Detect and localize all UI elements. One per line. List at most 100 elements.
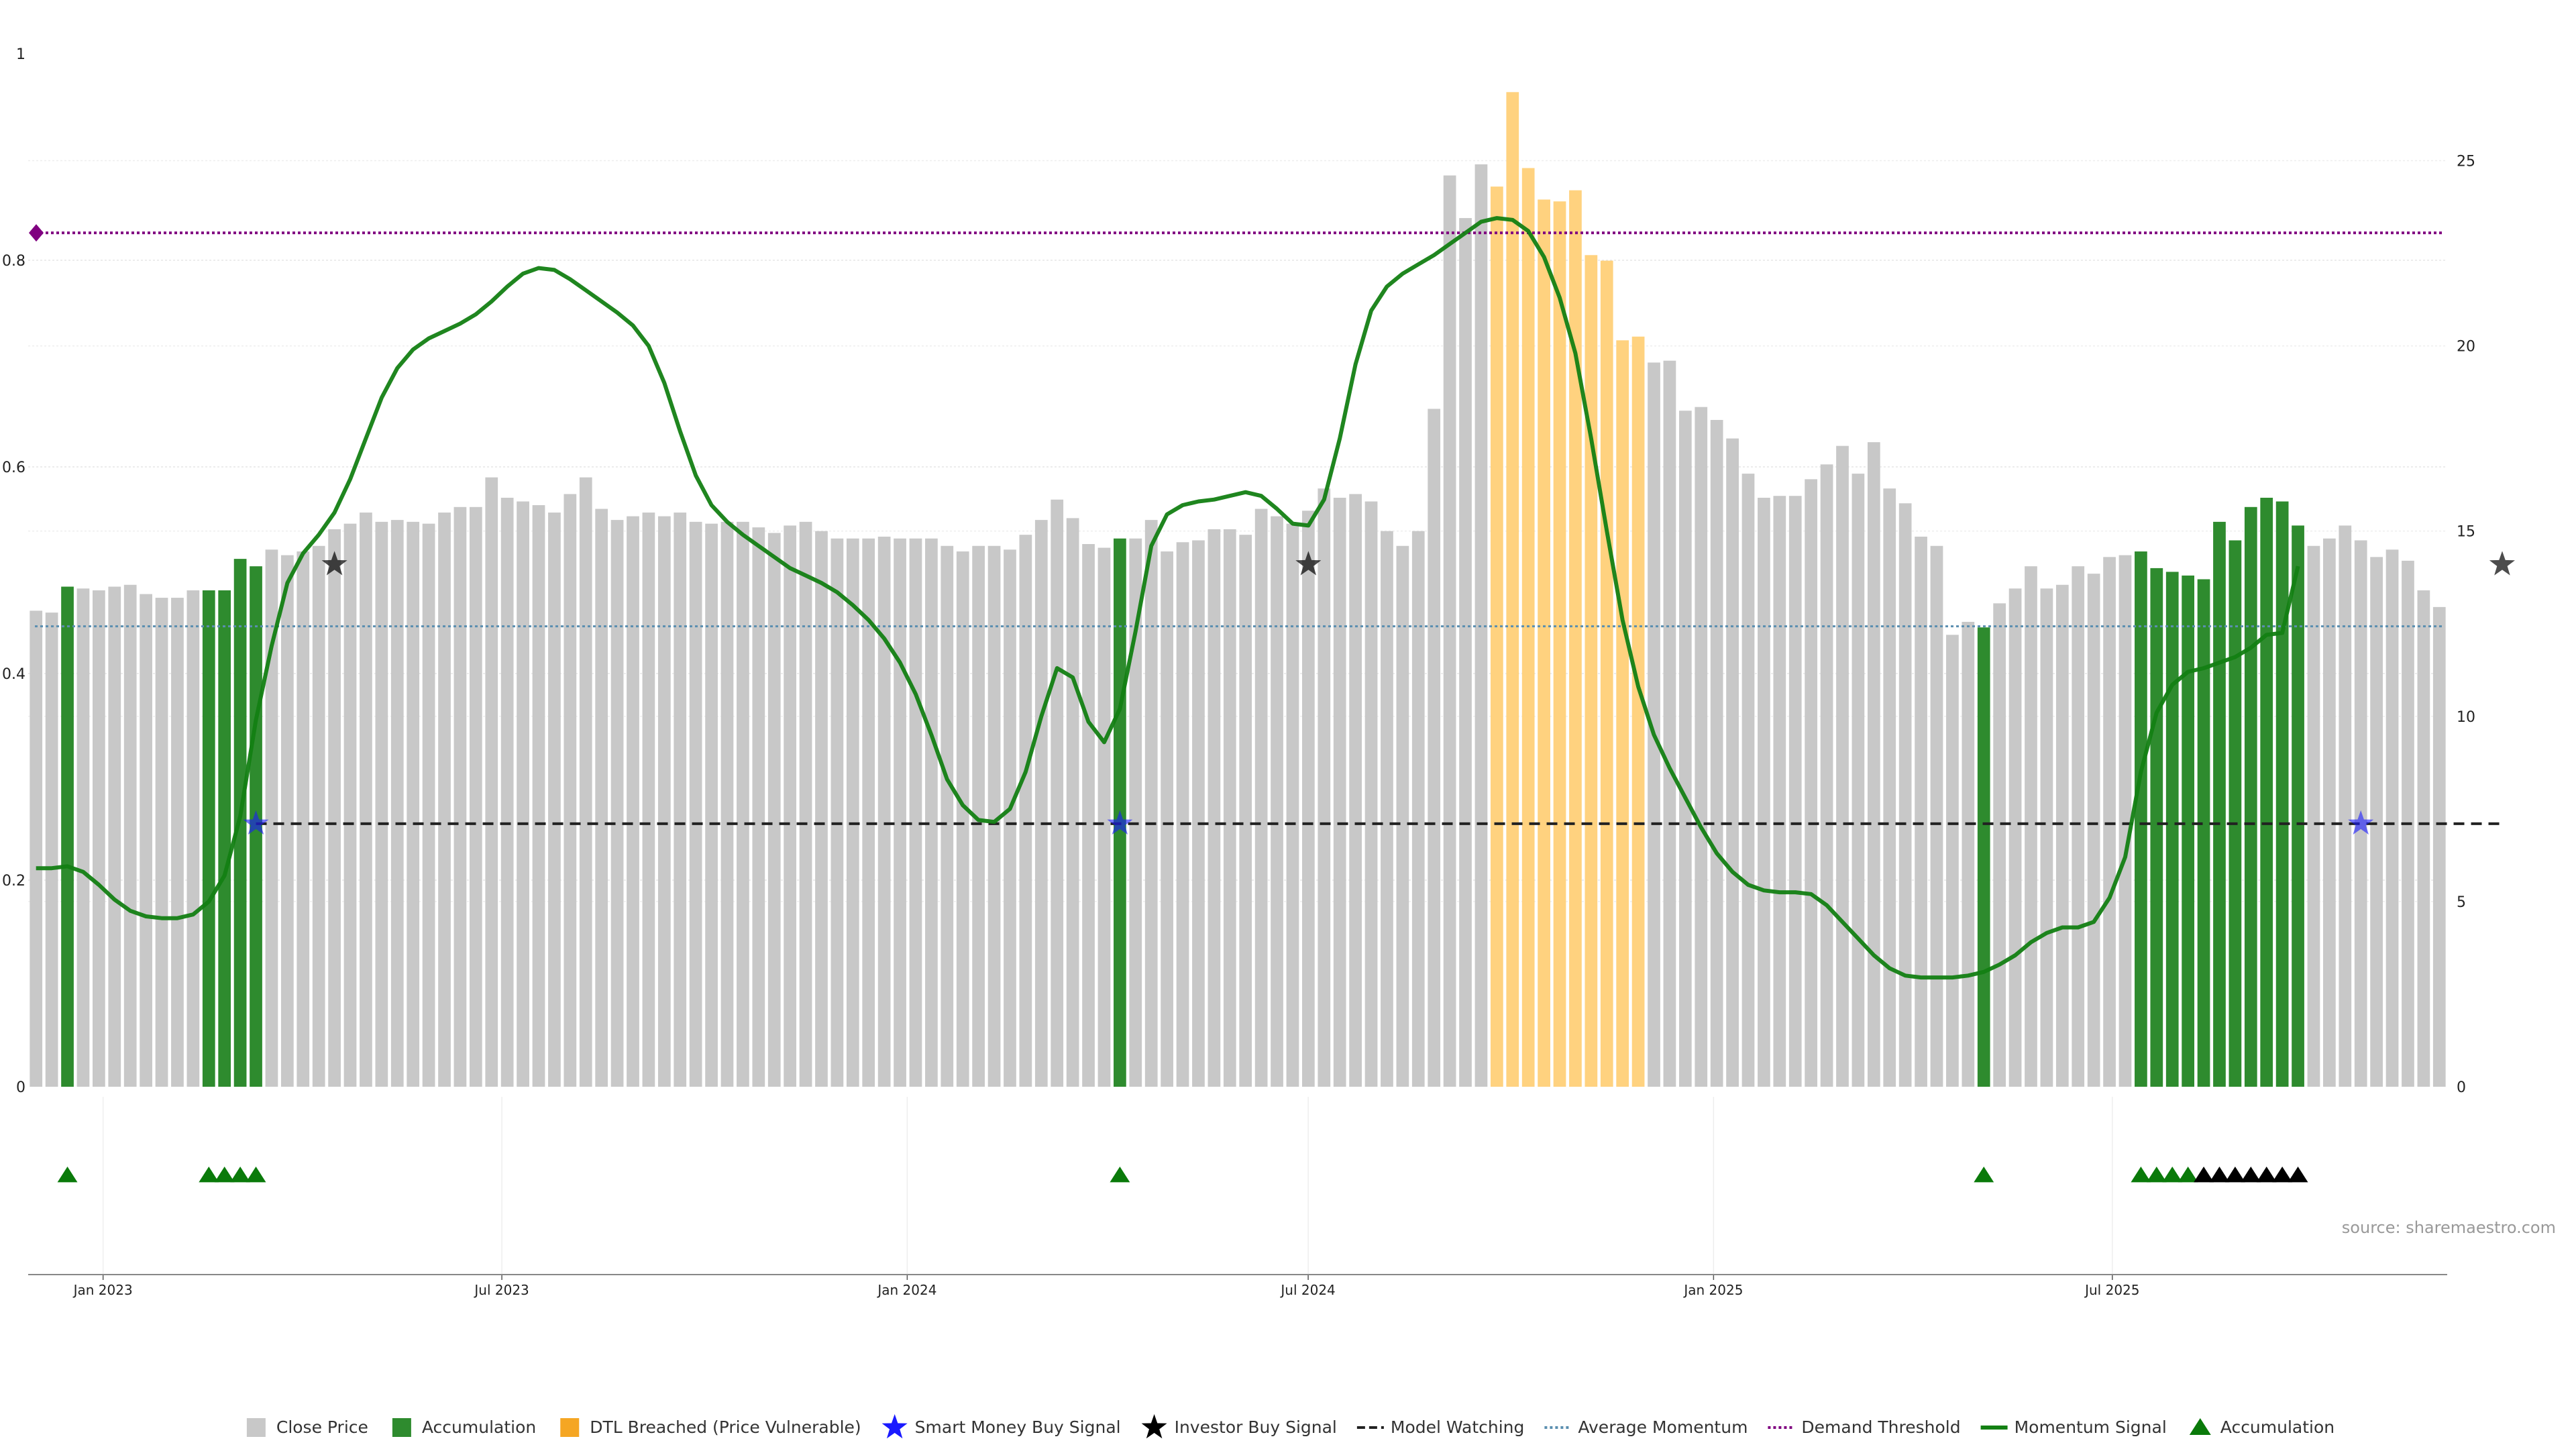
accumulation-marker <box>1974 1167 1994 1183</box>
close-price-bar <box>1663 360 1676 1087</box>
smart-money-buy-signal <box>2348 810 2374 835</box>
close-price-bar <box>265 549 278 1087</box>
accumulation-bar <box>2182 575 2195 1087</box>
close-price-bar <box>862 538 875 1087</box>
close-price-bar <box>186 590 200 1087</box>
right-axis-tick: 25 <box>2457 153 2475 170</box>
close-price-bar <box>2432 606 2446 1087</box>
close-price-bar <box>877 536 891 1087</box>
close-price-bar <box>2008 588 2022 1087</box>
right-axis-tick: 0 <box>2457 1079 2466 1096</box>
accumulation-bar <box>1977 627 1990 1087</box>
accumulation-marker <box>57 1167 78 1183</box>
close-price-bar <box>1144 520 1158 1087</box>
black-marker <box>2272 1167 2293 1183</box>
close-price-bar <box>720 521 734 1087</box>
close-price-bar <box>1836 445 1849 1087</box>
close-price-bar <box>1962 621 1975 1087</box>
close-price-bar <box>1805 479 1818 1087</box>
line-series <box>35 216 2502 980</box>
legend-swatch-accumulation <box>392 1418 411 1437</box>
dtl-bar <box>1538 199 1550 1087</box>
close-price-bar <box>2118 555 2132 1087</box>
left-axis-tick: 0 <box>16 1079 25 1096</box>
legend-item: Momentum Signal <box>1980 1417 2167 1437</box>
close-price-bar <box>343 523 357 1087</box>
accumulation-marker <box>2162 1167 2183 1183</box>
legend-star-blue-icon <box>881 1414 908 1439</box>
close-price-bar <box>1396 545 1409 1087</box>
close-price-bar <box>532 505 545 1087</box>
close-price-bar <box>846 538 859 1087</box>
accumulation-bar <box>2229 540 2242 1087</box>
close-price-bar <box>422 523 435 1087</box>
close-price-bar <box>328 529 341 1087</box>
legend-label: Momentum Signal <box>2015 1417 2167 1437</box>
close-price-bar <box>799 521 812 1087</box>
close-price-bar <box>815 531 828 1087</box>
close-price-bar <box>1004 549 1016 1087</box>
close-price-bar <box>155 598 168 1087</box>
close-price-bar <box>1820 464 1833 1087</box>
accumulation-bar <box>2150 568 2163 1087</box>
close-price-bar <box>76 588 90 1087</box>
close-price-bar <box>689 521 702 1087</box>
black-marker <box>2224 1167 2245 1183</box>
dtl-bar <box>1585 255 1598 1087</box>
close-price-bar <box>674 513 687 1087</box>
close-price-bar <box>1302 511 1315 1087</box>
close-price-bar <box>171 598 184 1087</box>
legend-item: Smart Money Buy Signal <box>881 1414 1121 1439</box>
close-price-bar <box>2040 588 2053 1087</box>
dtl-bar <box>1631 336 1645 1087</box>
close-price-bar <box>595 508 608 1087</box>
close-price-bar <box>925 538 938 1087</box>
legend-item: Close Price <box>246 1417 368 1437</box>
accumulation-bar <box>2165 572 2179 1087</box>
accumulation-bar <box>61 586 74 1087</box>
close-price-bar <box>1381 531 1393 1087</box>
momentum-signal-line <box>36 216 2300 980</box>
bar-series <box>30 92 2446 1087</box>
close-price-bar <box>1883 488 1896 1087</box>
close-price-bar <box>1333 497 1346 1087</box>
legend-label: Close Price <box>276 1417 368 1437</box>
close-price-bar <box>1946 635 1959 1087</box>
close-price-bar <box>1898 503 1912 1087</box>
close-price-bar <box>705 523 718 1087</box>
close-price-bar <box>1051 499 1064 1087</box>
close-price-bar <box>941 545 954 1087</box>
close-price-bar <box>1695 407 1708 1087</box>
close-price-bar <box>2339 525 2352 1087</box>
right-axis-tick: 15 <box>2457 524 2475 541</box>
close-price-bar <box>2323 538 2336 1087</box>
dtl-bar <box>1600 260 1613 1087</box>
dtl-bar <box>1506 92 1519 1087</box>
accumulation-bar <box>2244 506 2257 1087</box>
close-price-bar <box>1239 535 1252 1087</box>
accumulation-bar <box>2197 579 2210 1087</box>
close-price-bar <box>1710 420 1723 1087</box>
close-price-bar <box>1915 536 1927 1087</box>
close-price-bar <box>1851 474 1865 1087</box>
accumulation-marker <box>2146 1167 2167 1183</box>
accumulation-marker <box>199 1167 219 1183</box>
right-axis-tick: 20 <box>2457 339 2475 356</box>
close-price-bar <box>312 545 325 1087</box>
x-axis-tick: Jan 2024 <box>876 1282 936 1298</box>
investor-buy-signal <box>321 551 347 576</box>
left-axis-tick: 0.6 <box>2 460 25 476</box>
legend: Close Price Accumulation DTL Breached (Pri… <box>246 1414 2334 1439</box>
dtl-bar <box>1490 186 1503 1087</box>
close-price-bar <box>108 586 121 1087</box>
legend-label: Accumulation <box>2220 1417 2334 1437</box>
investor-buy-signal <box>2489 551 2515 576</box>
legend-item: Investor Buy Signal <box>1141 1414 1337 1439</box>
x-axis-tick: Jul 2025 <box>2084 1282 2139 1298</box>
close-price-bar <box>2087 574 2100 1087</box>
accumulation-bar <box>2135 551 2147 1087</box>
close-price-bar <box>297 551 310 1087</box>
left-axis-tick: 0.8 <box>2 253 25 270</box>
legend-swatch-dtl <box>560 1418 580 1437</box>
